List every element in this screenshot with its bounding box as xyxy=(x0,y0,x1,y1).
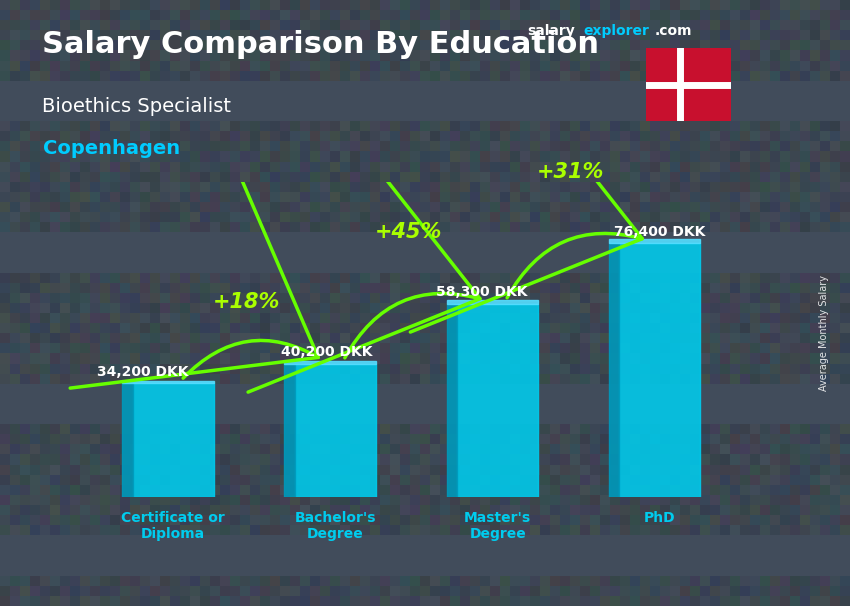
Bar xyxy=(295,364,376,497)
Text: salary: salary xyxy=(527,24,575,38)
Text: .com: .com xyxy=(654,24,692,38)
FancyArrowPatch shape xyxy=(411,42,643,332)
Bar xyxy=(609,239,700,244)
Bar xyxy=(609,244,620,497)
Text: Average Monthly Salary: Average Monthly Salary xyxy=(819,275,829,391)
Bar xyxy=(457,304,538,497)
Text: Salary Comparison By Education: Salary Comparison By Education xyxy=(42,30,599,59)
Bar xyxy=(122,381,213,384)
Text: 58,300 DKK: 58,300 DKK xyxy=(436,285,527,299)
Bar xyxy=(620,244,700,497)
Bar xyxy=(446,300,538,304)
Bar xyxy=(122,384,133,497)
Bar xyxy=(446,304,457,497)
Text: +18%: +18% xyxy=(212,292,280,312)
Text: explorer: explorer xyxy=(583,24,649,38)
FancyArrowPatch shape xyxy=(71,128,318,388)
Text: 34,200 DKK: 34,200 DKK xyxy=(97,364,189,379)
Text: Copenhagen: Copenhagen xyxy=(42,139,179,158)
Text: +31%: +31% xyxy=(537,162,604,182)
Bar xyxy=(284,361,376,364)
Bar xyxy=(133,384,213,497)
Text: 76,400 DKK: 76,400 DKK xyxy=(615,224,706,239)
Text: +45%: +45% xyxy=(375,222,442,242)
FancyArrowPatch shape xyxy=(248,102,480,392)
Text: 40,200 DKK: 40,200 DKK xyxy=(281,345,373,359)
Bar xyxy=(284,364,295,497)
Text: Bioethics Specialist: Bioethics Specialist xyxy=(42,97,231,116)
